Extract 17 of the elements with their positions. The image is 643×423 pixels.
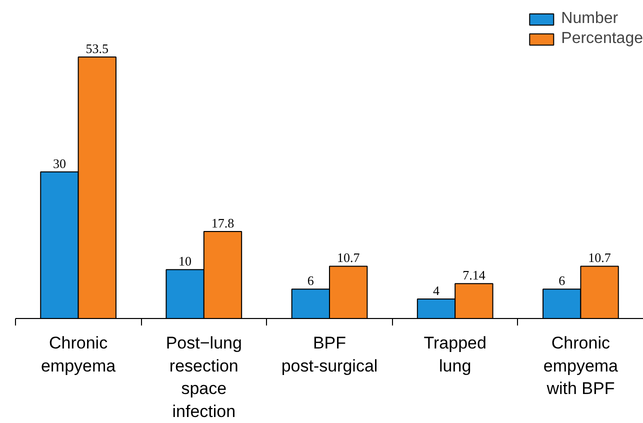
- x-tick-label: Post−lung resection space infection: [166, 334, 242, 421]
- legend-label: Number: [561, 10, 618, 28]
- data-label: 53.5: [86, 40, 109, 56]
- data-label: 17.8: [211, 215, 234, 230]
- data-label: 6: [558, 273, 566, 288]
- x-tick-label: Chronic empyema with BPF: [543, 334, 619, 398]
- data-label: 10: [178, 254, 192, 269]
- data-label: 6: [307, 273, 314, 288]
- data-label: 30: [52, 156, 66, 171]
- data-label: 4: [433, 282, 440, 298]
- legend-label: Percentage: [561, 30, 643, 48]
- x-tick-label: Chronic empyema: [40, 334, 116, 376]
- x-tick-label: Trapped lung: [424, 334, 486, 376]
- data-label: 7.14: [462, 268, 486, 283]
- data-label: 10.7: [336, 250, 360, 266]
- x-tick-label: BPF post-surgical: [281, 334, 378, 376]
- data-label: 10.7: [588, 250, 612, 266]
